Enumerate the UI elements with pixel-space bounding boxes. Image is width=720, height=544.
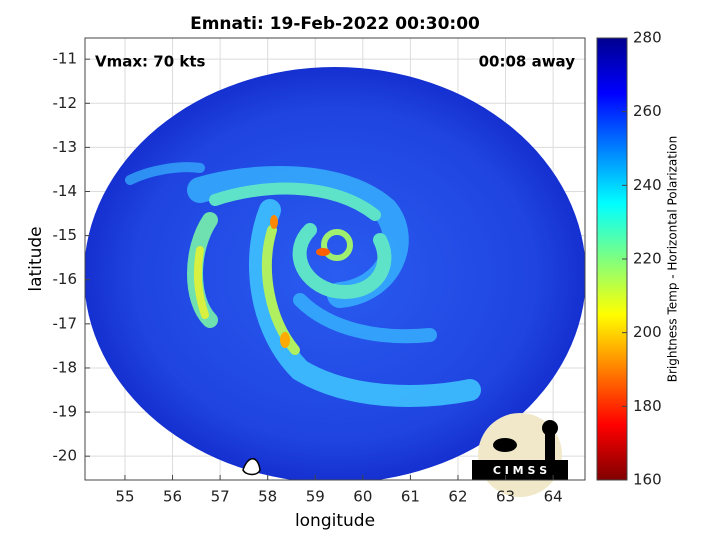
x-tick-label: 56 <box>163 488 182 506</box>
x-tick-label: 59 <box>306 488 325 506</box>
y-tick-label: -18 <box>53 358 78 376</box>
y-tick-label: -20 <box>53 447 78 465</box>
x-tick-label: 64 <box>544 488 563 506</box>
colorbar-label: Brightness Temp - Horizontal Polarizatio… <box>666 136 680 383</box>
y-tick-label: -19 <box>53 403 78 421</box>
colorbar-tick-label: 220 <box>633 250 662 268</box>
x-tick-label: 57 <box>211 488 230 506</box>
y-tick-label: -14 <box>53 182 78 200</box>
vmax-label: Vmax: 70 kts <box>95 53 205 71</box>
x-tick-label: 60 <box>353 488 372 506</box>
logo-dish <box>493 438 517 452</box>
plot-frame <box>84 37 586 481</box>
colorbar-tick-label: 200 <box>633 323 662 341</box>
y-tick-label: -17 <box>53 314 78 332</box>
cell <box>270 215 278 229</box>
time-label: 00:08 away <box>479 53 576 71</box>
x-tick-label: 61 <box>401 488 420 506</box>
logo-band <box>472 460 568 480</box>
y-tick-label: -12 <box>53 94 78 112</box>
logo-tower <box>545 430 555 460</box>
logo-text: C I M S S <box>493 464 547 477</box>
x-tick-label: 63 <box>496 488 515 506</box>
swath <box>85 67 585 480</box>
x-tick-label: 58 <box>258 488 277 506</box>
y-tick-label: -13 <box>53 138 78 156</box>
colorbar-tick-label: 280 <box>633 29 662 47</box>
colorbar-tick-label: 180 <box>633 397 662 415</box>
x-tick-label: 62 <box>448 488 467 506</box>
x-axis-label: longitude <box>295 511 375 531</box>
colorbar-tick-label: 240 <box>633 176 662 194</box>
logo-tank <box>542 420 558 436</box>
y-tick-label: -16 <box>53 270 78 288</box>
colorbar-tick-label: 260 <box>633 102 662 120</box>
logo: C I M S S <box>472 413 568 497</box>
x-tick-label: 55 <box>115 488 134 506</box>
eye-hot <box>316 248 330 256</box>
eyewall <box>321 229 353 261</box>
y-tick-label: -15 <box>53 226 78 244</box>
y-axis-label: latitude <box>26 226 46 291</box>
y-tick-label: -11 <box>53 50 78 68</box>
imagery <box>85 67 585 480</box>
title: Emnati: 19-Feb-2022 00:30:00 <box>190 14 480 34</box>
colorbar-tick-label: 160 <box>633 471 662 489</box>
island <box>242 458 261 476</box>
cell <box>280 332 290 348</box>
